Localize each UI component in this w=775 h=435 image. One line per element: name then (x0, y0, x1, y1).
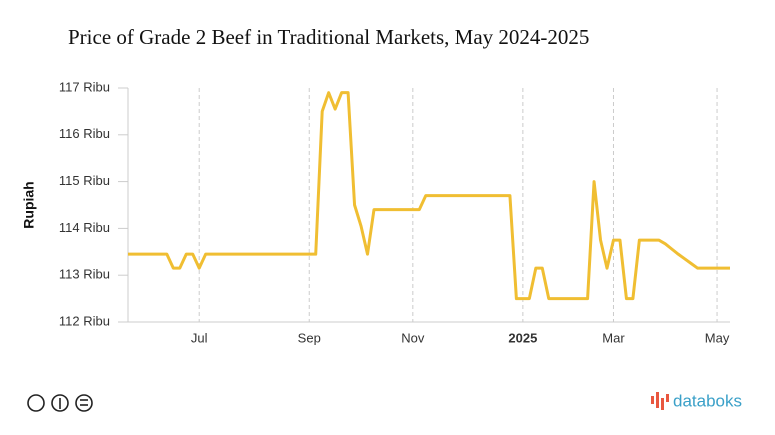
x-tick-label: Jul (191, 330, 208, 345)
brand: databoks (673, 391, 742, 410)
brand-logo (651, 392, 669, 410)
x-tick-label: Sep (298, 330, 321, 345)
y-tick-label: 112 Ribu (59, 313, 110, 328)
y-axis-label: Rupiah (21, 181, 37, 228)
x-tick-label: May (705, 330, 730, 345)
y-tick-label: 114 Ribu (59, 220, 110, 235)
x-tick-label: 2025 (508, 330, 537, 345)
license-icons (27, 394, 93, 412)
y-tick-label: 113 Ribu (59, 267, 110, 282)
x-tick-label: Nov (401, 330, 425, 345)
y-tick-label: 117 Ribu (59, 79, 110, 94)
chart-title: Price of Grade 2 Beef in Traditional Mar… (68, 25, 589, 49)
y-tick-label: 116 Ribu (59, 126, 110, 141)
y-tick-label: 115 Ribu (59, 173, 110, 188)
line (128, 91, 730, 301)
x-tick-label: Mar (602, 330, 625, 345)
